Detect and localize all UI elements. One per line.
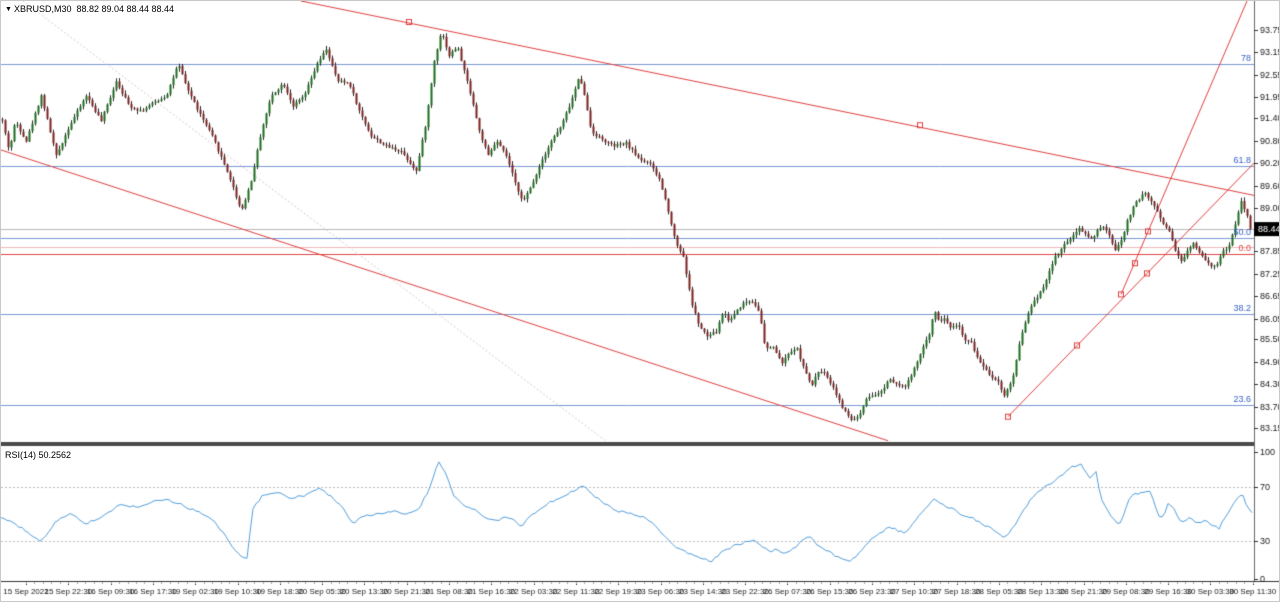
symbol-info-bar: ▼ XBRUSD,M30 88.82 89.04 88.44 88.44 [5,4,174,14]
symbol-title: XBRUSD,M30 [13,4,72,14]
rsi-indicator-label: RSI(14) 50.2562 [5,450,72,460]
chevron-down-icon[interactable]: ▼ [5,6,12,13]
symbol-ohlc-values: 88.82 89.04 88.44 88.44 [76,4,175,14]
